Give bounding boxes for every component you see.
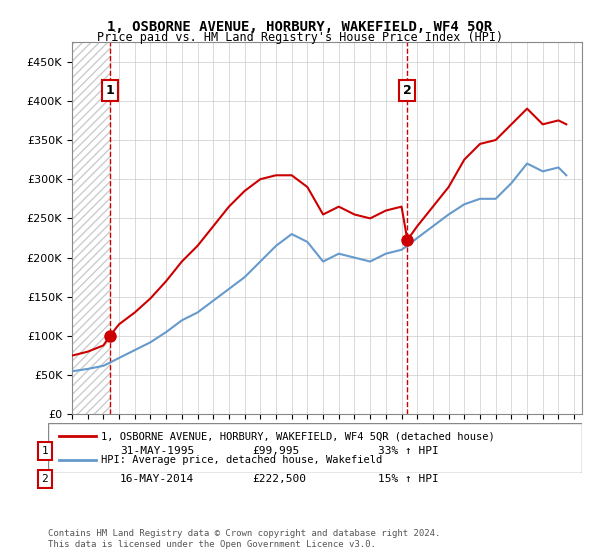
Text: Price paid vs. HM Land Registry's House Price Index (HPI): Price paid vs. HM Land Registry's House …	[97, 31, 503, 44]
Text: £222,500: £222,500	[252, 474, 306, 484]
Text: 2: 2	[41, 474, 49, 484]
Text: 1: 1	[106, 84, 114, 97]
Text: 2: 2	[403, 84, 412, 97]
Text: 16-MAY-2014: 16-MAY-2014	[120, 474, 194, 484]
FancyBboxPatch shape	[38, 442, 52, 460]
Text: Contains HM Land Registry data © Crown copyright and database right 2024.
This d: Contains HM Land Registry data © Crown c…	[48, 529, 440, 549]
Text: 1, OSBORNE AVENUE, HORBURY, WAKEFIELD, WF4 5QR: 1, OSBORNE AVENUE, HORBURY, WAKEFIELD, W…	[107, 20, 493, 34]
Text: 15% ↑ HPI: 15% ↑ HPI	[378, 474, 439, 484]
Text: 1: 1	[41, 446, 49, 456]
Text: HPI: Average price, detached house, Wakefield: HPI: Average price, detached house, Wake…	[101, 455, 383, 465]
FancyBboxPatch shape	[48, 423, 582, 473]
FancyBboxPatch shape	[38, 470, 52, 488]
Text: 31-MAY-1995: 31-MAY-1995	[120, 446, 194, 456]
Text: 1, OSBORNE AVENUE, HORBURY, WAKEFIELD, WF4 5QR (detached house): 1, OSBORNE AVENUE, HORBURY, WAKEFIELD, W…	[101, 431, 495, 441]
Text: 33% ↑ HPI: 33% ↑ HPI	[378, 446, 439, 456]
Text: £99,995: £99,995	[252, 446, 299, 456]
